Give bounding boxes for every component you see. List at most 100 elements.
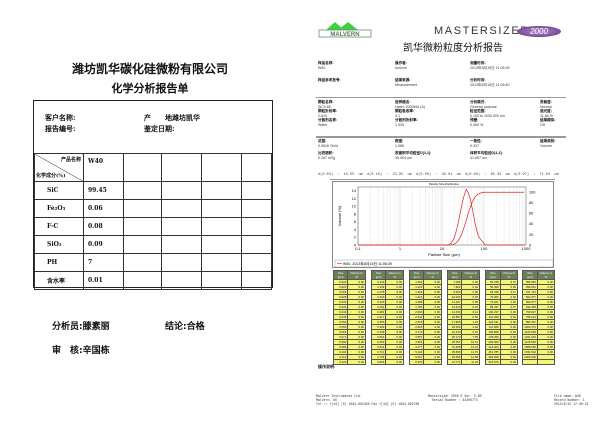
field-value: 2013年8月15日 11:06:40 [470,83,510,87]
size-volume-table: Size (µm) Volume In % 7.096 0.00 7.962 0.00 8.… [446,270,480,365]
empty-cell [123,271,162,290]
info-field: 结果类别: Volume [540,139,556,148]
date-label: 鉴定日期: [144,124,175,133]
report-no-label: 报告编号: [45,124,76,133]
field-value: 35.904 um [395,156,412,160]
info-field: 灵敏度: Normal [540,100,552,109]
empty-cell [123,235,162,254]
field-value: 2013年8月15日 11:06:39 [470,66,510,70]
auditor-label: 审 核: [52,346,83,356]
field-label: 颗粒吸收率: [395,109,415,113]
info-field: 样品参考批号: [318,78,341,83]
component-value: 99.45 [83,181,124,200]
footer-line: Record Number: 1 [554,398,585,402]
column-header: Size (µm) [485,270,501,280]
size-cell: 1782.502 [522,349,538,355]
column-header: Size (µm) [370,270,387,280]
info-field: 分散剂折射率: 1.330 [395,118,418,127]
origin-value: 潍坊凯华 [172,113,200,122]
field-label: 表面积平均粒径D[3,2]: [395,151,432,155]
column-header: Volume In % [461,270,480,280]
size-cell: 44.774 [446,359,463,365]
column-header: Size (µm) [522,270,538,280]
info-field: 操作者: horizon [395,61,407,70]
column-header: Volume In % [423,270,442,280]
info-field: 体积平均粒径D[4,3]: 41.897 um [470,151,503,160]
size-cell: 1588.656 [522,344,538,350]
y-right-tick-label: 40 [529,222,533,226]
auditor: 审 核:辛国栋 [52,343,110,356]
empty-cell [241,217,272,236]
size-cell: 316.979 [485,359,501,365]
field-label: 分散剂折射率: [395,118,418,122]
field-value: 0.167 m²/g [318,156,336,160]
conclusion-label: 结论: [165,322,187,332]
header-chem-label: 化学成分(%) [36,173,66,179]
component-value: 7 [83,253,124,272]
component-name: 含水率 [34,271,84,290]
field-label: 颗粒折射率: [318,109,338,113]
footer-line: File name: W40 [554,394,581,398]
report-title: 化学分析报告单 [111,82,189,95]
info-field: 比表面积: 0.167 m²/g [318,151,335,160]
empty-cell [123,181,162,200]
table-header: Size (µm) Volume In % [522,270,556,280]
notes-label: 操作说明: [318,364,336,369]
component-value: 0.08 [83,217,124,236]
size-cell: 1124.683 [522,329,538,335]
empty-cell [161,253,202,272]
info-field: 表面积平均粒径D[3,2]: 35.904 um [395,151,431,160]
volume-cell: 0.00 [423,359,442,365]
field-value: 1.330 [395,123,404,127]
info-field: 结果模拟: Off [540,118,556,127]
table-row: 316.979 0.00 [485,359,519,365]
y-right-tick-label: 100 [529,191,535,195]
empty-cell [201,235,242,254]
field-value: 0.469 % [470,123,484,127]
y-left-tick-label: 2 [354,236,356,240]
component-name: PH [34,253,84,272]
y-left-tick-label: 6 [354,220,356,224]
table-row: 100.237 0.00 [485,309,519,315]
size-volume-table: Size (µm) Volume In % 0.142 0.00 0.159 0.00 0.… [370,270,404,365]
field-value: 0.337 [470,144,479,148]
table-row: 1261.915 0.00 [522,334,556,340]
company-name: 潍坊凯华碳化硅微粉有限公司 [71,62,228,76]
info-field: 进样器名: Hydro 2000MU (A) [395,100,425,109]
size-cell: 2000.000 [522,354,538,360]
empty-cell [241,253,272,272]
volume-cell [536,359,556,365]
empty-cell [123,217,162,236]
table-header: Size (µm) Volume In % [446,270,480,280]
table-row: 39.905 12.88 [446,354,480,360]
table-row: 0.040 0.00 [332,309,366,315]
empty-cell [161,217,202,236]
field-label: 分析时间: [470,78,486,82]
composition-row: SiC 99.45 [34,181,272,200]
info-field: 颗粒折射率: 2.610 [318,109,337,118]
field-label: 体积平均粒径D[4,3]: [470,151,503,155]
empty-cell [161,181,202,200]
field-value: Measurement [395,83,417,87]
volume-cell: 0.00 [347,359,366,365]
volume-cell: 11.20 [461,359,480,365]
field-label: 灵敏度: [540,100,552,104]
analyst-label: 分析员: [52,322,83,332]
composition-grid: 产品名称 化学成分(%) W40 SiC 99.45 Fe₂O₃ 0.06 F-C 0.0… [34,153,272,290]
empty-cell [123,199,162,218]
table-row: 0.356 0.00 [370,319,404,325]
info-field: 跨度: 1.086 [395,139,404,148]
analyst-value: 滕素丽 [82,322,110,332]
brand-name: MASTERSIZER [434,25,530,37]
size-cell: 1261.915 [522,334,538,340]
y-right-tick-label: 20 [529,233,533,237]
table-row: 0.056 0.00 [332,324,366,330]
table-row: 44.774 11.20 [446,359,480,365]
composition-row: PH 7 [34,253,272,272]
composition-row: Fe₂O₃ 0.06 [34,199,272,218]
auditor-value: 辛国栋 [82,346,110,356]
table-header: Size (µm) Volume In % [332,270,366,280]
field-label: 比表面积: [318,151,334,155]
customer-label: 客户名称: [45,113,76,122]
legend-box [334,259,554,268]
